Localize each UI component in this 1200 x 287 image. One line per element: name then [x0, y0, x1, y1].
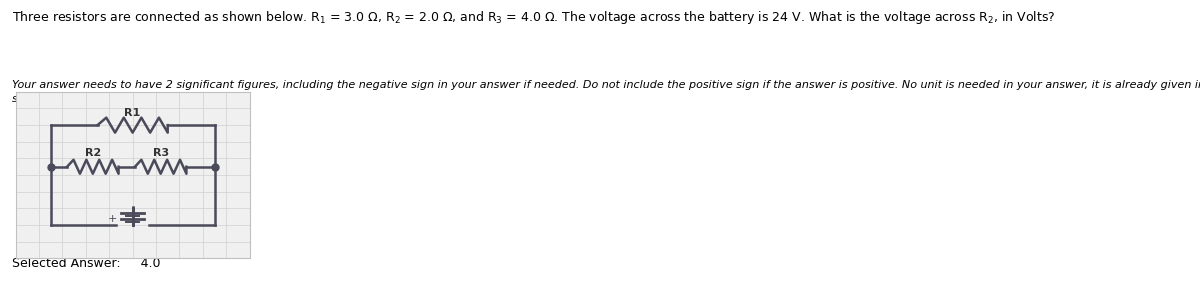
Text: R1: R1: [125, 108, 140, 119]
Text: R2: R2: [85, 148, 101, 158]
Text: R3: R3: [152, 148, 169, 158]
Text: Your answer needs to have 2 significant figures, including the negative sign in : Your answer needs to have 2 significant …: [12, 80, 1200, 104]
Text: Three resistors are connected as shown below. R$_1$ = 3.0 Ω, R$_2$ = 2.0 Ω, and : Three resistors are connected as shown b…: [12, 9, 1056, 26]
Text: +: +: [108, 214, 118, 224]
Text: Selected Answer:     4.0: Selected Answer: 4.0: [12, 257, 161, 270]
